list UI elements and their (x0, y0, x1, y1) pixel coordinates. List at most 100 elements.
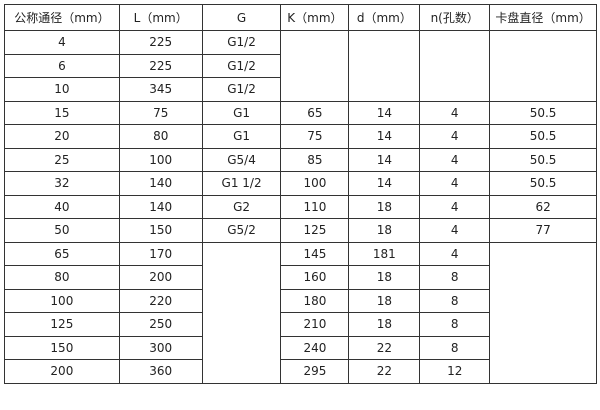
table-cell: 50.5 (489, 171, 597, 196)
table-cell: 100 (4, 288, 120, 313)
table-cell: 181 (348, 241, 421, 266)
table-cell: G1/2 (201, 53, 282, 78)
table-cell: 40 (4, 194, 120, 219)
table-cell: 77 (489, 218, 597, 243)
table-cell: 62 (489, 194, 597, 219)
table-cell: 14 (348, 124, 421, 149)
table-row: 65 170 145 181 4 (4, 241, 597, 384)
table-cell (201, 241, 282, 384)
table-row: 25 100 G5/4 85 14 4 50.5 (4, 147, 597, 172)
table-cell: 300 (118, 335, 203, 360)
table-cell: 22 (348, 359, 421, 384)
table-cell: 4 (419, 100, 491, 125)
table-cell: 220 (118, 288, 203, 313)
table-cell: 15 (4, 100, 120, 125)
table-cell: 100 (280, 171, 350, 196)
table-cell: 8 (419, 312, 491, 337)
table-cell: 14 (348, 147, 421, 172)
table-cell: 25 (4, 147, 120, 172)
table-cell: 250 (118, 312, 203, 337)
table-cell: 4 (419, 171, 491, 196)
table-cell: 10 (4, 77, 120, 102)
table-cell: 75 (280, 124, 350, 149)
table-cell: G1 1/2 (201, 171, 282, 196)
table-cell: 225 (118, 53, 203, 78)
table-cell: 100 (118, 147, 203, 172)
table-cell: 160 (280, 265, 350, 290)
table-cell: 65 (280, 100, 350, 125)
table-cell: G1/2 (201, 30, 282, 55)
table-cell: 6 (4, 53, 120, 78)
table-row: 200 360 295 22 12 (4, 359, 597, 384)
table-cell: 4 (4, 30, 120, 55)
table-cell: 210 (280, 312, 350, 337)
header-row: 公称通径（mm） L（mm） G K（mm） d（mm） n(孔数） 卡盘直径（mm） (4, 4, 597, 31)
table-cell: 150 (118, 218, 203, 243)
table-row: 20 80 G1 75 14 4 50.5 (4, 124, 597, 149)
table-cell (419, 30, 491, 102)
table-row: 40 140 G2 110 18 4 62 (4, 194, 597, 219)
table-cell: 360 (118, 359, 203, 384)
table-cell: G1/2 (201, 77, 282, 102)
table-cell: 345 (118, 77, 203, 102)
table-cell: 65 (4, 241, 120, 266)
table-row: 100 220 180 18 8 (4, 288, 597, 313)
table-cell: G5/2 (201, 218, 282, 243)
table-cell: 4 (419, 241, 491, 266)
table-cell: 4 (419, 194, 491, 219)
table-cell: 32 (4, 171, 120, 196)
table-cell: 4 (419, 124, 491, 149)
table-cell: 295 (280, 359, 350, 384)
table-cell: 22 (348, 335, 421, 360)
table-cell: G2 (201, 194, 282, 219)
table-row: 125 250 210 18 8 (4, 312, 597, 337)
table-cell: 20 (4, 124, 120, 149)
table-cell: 110 (280, 194, 350, 219)
table-cell: 125 (4, 312, 120, 337)
column-header: G (201, 4, 282, 31)
column-header: K（mm） (280, 4, 350, 31)
column-header: L（mm） (118, 4, 203, 31)
table-cell: 145 (280, 241, 350, 266)
table-cell: 8 (419, 335, 491, 360)
table-cell: 180 (280, 288, 350, 313)
table-cell: 140 (118, 194, 203, 219)
table-cell: G1 (201, 100, 282, 125)
table-cell: 18 (348, 194, 421, 219)
table-cell: 4 (419, 147, 491, 172)
table-cell (348, 30, 421, 102)
table-cell: 80 (4, 265, 120, 290)
table-cell: 240 (280, 335, 350, 360)
table-cell: 85 (280, 147, 350, 172)
table-cell: 50.5 (489, 124, 597, 149)
table-cell: 50.5 (489, 147, 597, 172)
table-cell: 125 (280, 218, 350, 243)
table-row: 50 150 G5/2 125 18 4 77 (4, 218, 597, 243)
table-cell: 225 (118, 30, 203, 55)
table-cell (280, 30, 350, 102)
table-cell: 140 (118, 171, 203, 196)
table-cell: G5/4 (201, 147, 282, 172)
table-cell: 14 (348, 100, 421, 125)
table-row: 4 225 G1/2 (4, 30, 597, 102)
column-header: 卡盘直径（mm） (489, 4, 597, 31)
table-row: 15 75 G1 65 14 4 50.5 (4, 100, 597, 125)
table-cell: 50 (4, 218, 120, 243)
column-header: d（mm） (348, 4, 421, 31)
table-cell: G1 (201, 124, 282, 149)
table-row: 80 200 160 18 8 (4, 265, 597, 290)
table-cell: 18 (348, 288, 421, 313)
table-cell (489, 30, 597, 102)
table-cell: 8 (419, 288, 491, 313)
table-cell: 8 (419, 265, 491, 290)
table-cell: 170 (118, 241, 203, 266)
table-cell: 150 (4, 335, 120, 360)
table-row: 10 345 G1/2 (4, 77, 597, 102)
table-row: 32 140 G1 1/2 100 14 4 50.5 (4, 171, 597, 196)
table-cell: 18 (348, 265, 421, 290)
table-cell: 75 (118, 100, 203, 125)
table-cell: 50.5 (489, 100, 597, 125)
table-cell: 200 (4, 359, 120, 384)
table-cell: 18 (348, 218, 421, 243)
table-row: 6 225 G1/2 (4, 53, 597, 78)
